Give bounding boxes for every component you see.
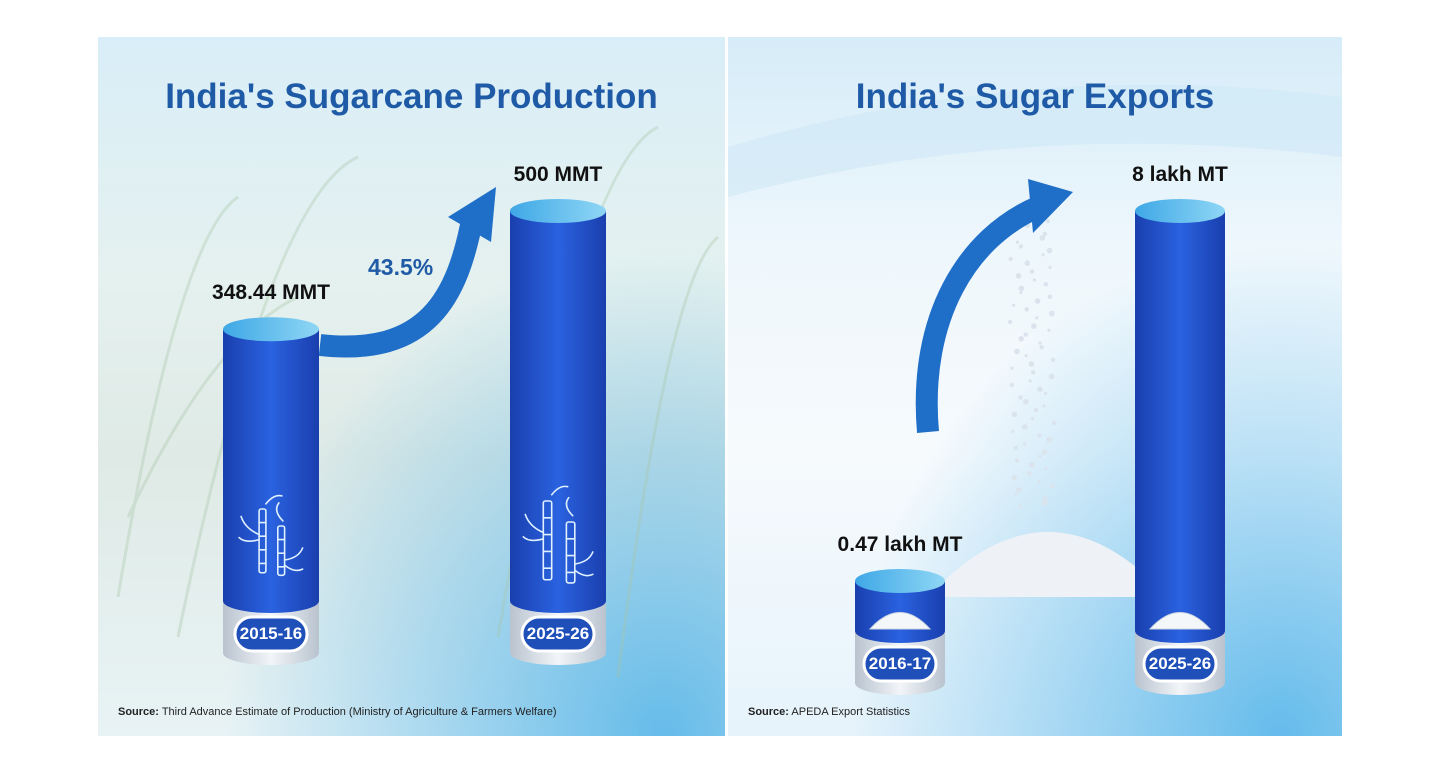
sugar-exports-chart-canvas bbox=[728, 37, 1342, 736]
source-prefix: Source: bbox=[748, 706, 789, 718]
background-swoosh bbox=[728, 84, 1342, 197]
category-label-2025-26: 2025-26 bbox=[1148, 654, 1212, 673]
sugarcane-chart-canvas bbox=[98, 37, 725, 736]
category-label-2025-26: 2025-26 bbox=[526, 624, 590, 643]
source-text: APEDA Export Statistics bbox=[791, 706, 911, 718]
source-prefix: Source: bbox=[118, 706, 159, 718]
sugar-stream bbox=[1007, 215, 1057, 509]
category-pill bbox=[520, 615, 596, 653]
growth-percentage-label: 43.5% bbox=[368, 254, 434, 280]
value-label-2025-26: 500 MMT bbox=[513, 163, 603, 186]
category-label-2016-17: 2016-17 bbox=[868, 654, 932, 673]
growth-arrow bbox=[915, 179, 1073, 433]
sugar-exports-panel: India's Sugar Exports 0.47 lakh MT 8 lak… bbox=[728, 37, 1342, 736]
bar-2025-26 bbox=[510, 199, 606, 665]
chart-title: India's Sugarcane Production bbox=[165, 77, 658, 116]
value-label-2015-16: 348.44 MMT bbox=[212, 281, 330, 305]
sugarcane-icon bbox=[238, 494, 304, 577]
sugarcane-icon bbox=[522, 485, 594, 584]
category-pill bbox=[1142, 645, 1218, 683]
category-label-2015-16: 2015-16 bbox=[239, 624, 303, 643]
chart-title: India's Sugar Exports bbox=[855, 77, 1215, 116]
sugar-mound bbox=[928, 532, 1168, 597]
value-label-2016-17: 0.47 lakh MT bbox=[837, 533, 963, 556]
category-pill bbox=[233, 615, 309, 653]
source-text: Third Advance Estimate of Production (Mi… bbox=[161, 706, 557, 718]
bar-2015-16 bbox=[223, 317, 319, 665]
source-note: Source: APEDA Export Statistics bbox=[748, 706, 910, 718]
bar-2025-26 bbox=[1135, 199, 1225, 695]
growth-arrow bbox=[318, 187, 496, 358]
category-pill bbox=[862, 645, 938, 683]
value-label-2025-26: 8 lakh MT bbox=[1132, 163, 1228, 186]
sugar-pile-icon bbox=[1148, 612, 1212, 630]
sugarcane-production-panel: India's Sugarcane Production 348.44 MMT … bbox=[98, 37, 725, 736]
background-glow bbox=[98, 37, 725, 736]
sugar-pile-icon bbox=[868, 612, 932, 630]
source-note: Source: Third Advance Estimate of Produc… bbox=[118, 706, 557, 718]
bar-2016-17 bbox=[855, 569, 945, 695]
